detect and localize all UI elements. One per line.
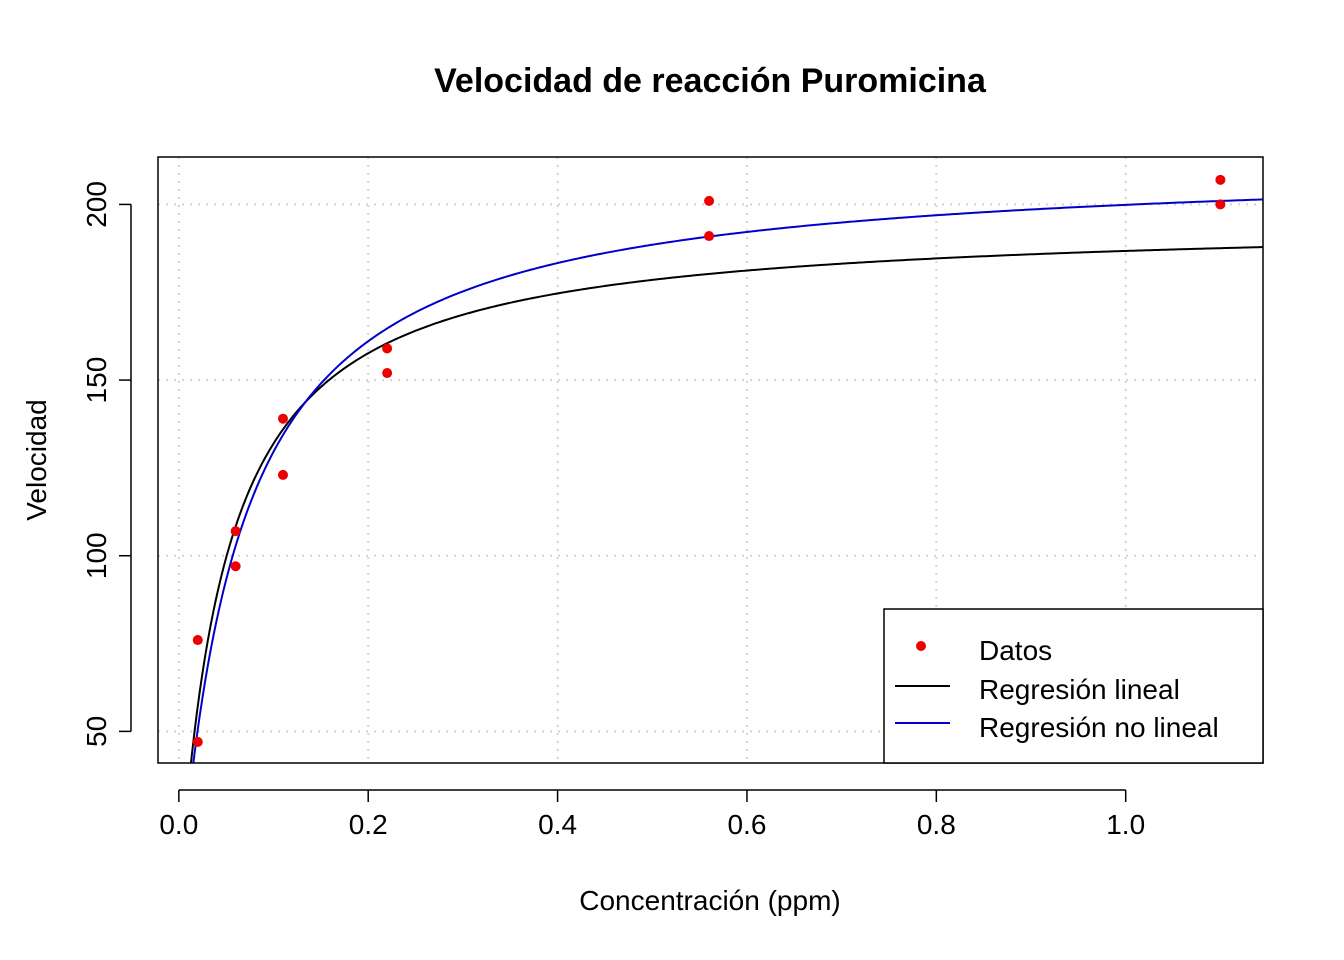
y-tick-label-0: 50 <box>81 716 112 747</box>
x-tick-label-3: 0.6 <box>727 809 766 840</box>
x-tick-label-1: 0.2 <box>349 809 388 840</box>
data-point-5 <box>277 413 288 424</box>
data-point-0 <box>192 635 203 646</box>
plot-box <box>157 156 1264 764</box>
x-tick-label-2: 0.4 <box>538 809 577 840</box>
curve-regresion-no-lineal <box>192 198 1263 763</box>
legend-datos-label: Datos <box>979 635 1052 666</box>
y-tick-label-1: 100 <box>81 532 112 579</box>
legend-lineal-label: Regresión lineal <box>979 674 1180 705</box>
data-point-8 <box>704 231 715 242</box>
x-tick-label-0: 0.0 <box>159 809 198 840</box>
data-point-4 <box>277 469 288 480</box>
legend-datos-marker <box>916 641 926 651</box>
data-point-10 <box>1215 174 1226 185</box>
y-axis: 50 100 150 200 <box>81 181 132 747</box>
x-axis: 0.0 0.2 0.4 0.6 0.8 1.0 <box>159 789 1145 840</box>
data-point-11 <box>1215 199 1226 210</box>
legend: Datos Regresión lineal Regresión no line… <box>883 608 1264 764</box>
x-tick-label-4: 0.8 <box>917 809 956 840</box>
y-tick-label-2: 150 <box>81 357 112 404</box>
x-axis-label: Concentración (ppm) <box>579 885 840 916</box>
data-point-3 <box>230 526 241 537</box>
data-point-9 <box>704 195 715 206</box>
chart-title: Velocidad de reacción Puromicina <box>434 62 987 100</box>
data-point-6 <box>382 343 393 354</box>
data-point-2 <box>230 561 241 572</box>
data-point-7 <box>382 368 393 379</box>
y-axis-label: Velocidad <box>21 399 52 520</box>
curves <box>189 198 1263 763</box>
y-tick-label-3: 200 <box>81 181 112 228</box>
curve-regresion-lineal <box>189 246 1263 763</box>
data-point-1 <box>192 736 203 747</box>
x-tick-label-5: 1.0 <box>1106 809 1145 840</box>
legend-nolineal-label: Regresión no lineal <box>979 712 1219 743</box>
data-points <box>192 174 1226 747</box>
